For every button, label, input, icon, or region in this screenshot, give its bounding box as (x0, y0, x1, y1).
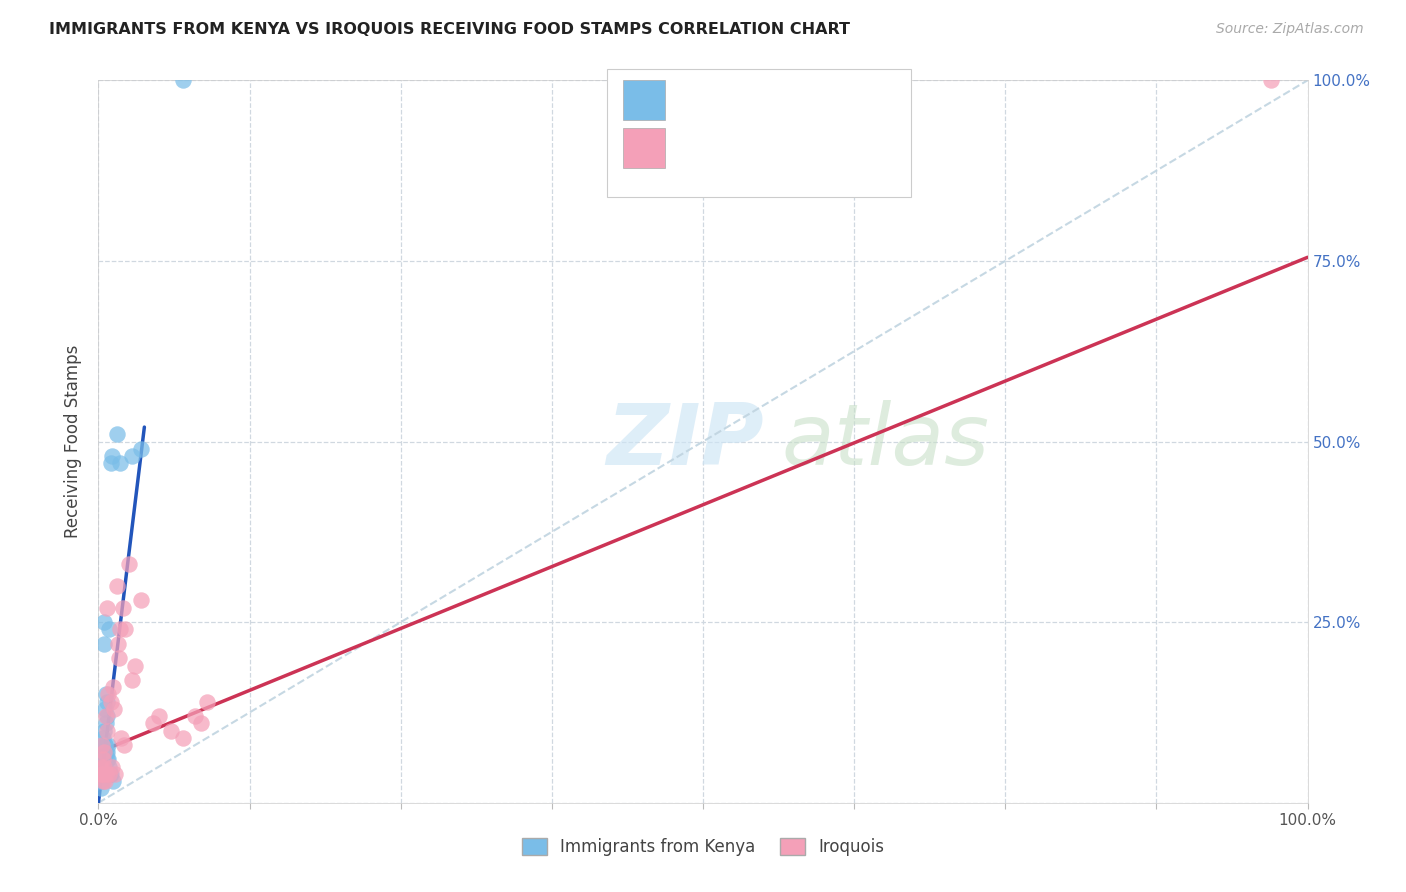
Point (89, 774, 111, 789)
Point (121, 673, 143, 687)
Point (1260, 73, 1282, 87)
Point (118, 558, 141, 572)
Point (91, 774, 114, 789)
Point (93, 745, 115, 759)
Point (91, 738, 114, 752)
Point (90, 752, 112, 766)
Point (93, 752, 115, 766)
Point (100, 456, 122, 470)
Point (184, 709, 207, 723)
Point (100, 695, 122, 709)
Point (96, 745, 118, 759)
Point (93, 738, 115, 752)
Point (91, 738, 114, 752)
Point (91, 731, 114, 745)
Point (94, 774, 117, 789)
Point (94, 709, 117, 723)
Point (160, 723, 183, 738)
Point (93, 637, 115, 651)
Point (124, 658, 146, 673)
Point (93, 723, 115, 738)
Point (100, 760, 122, 774)
Text: IMMIGRANTS FROM KENYA VS IROQUOIS RECEIVING FOOD STAMPS CORRELATION CHART: IMMIGRANTS FROM KENYA VS IROQUOIS RECEIV… (49, 22, 851, 37)
Point (103, 702, 125, 716)
Point (114, 623, 136, 637)
Point (91, 767, 114, 781)
Point (90, 760, 112, 774)
Text: atlas: atlas (782, 400, 990, 483)
Point (110, 731, 132, 745)
Point (111, 600, 134, 615)
Point (90, 767, 112, 781)
Point (172, 731, 194, 745)
Point (112, 738, 135, 752)
Point (129, 442, 152, 456)
Point (91, 767, 114, 781)
Point (100, 449, 122, 463)
Point (105, 579, 128, 593)
Point (98, 767, 121, 781)
Point (91, 745, 114, 759)
Point (129, 593, 152, 607)
Point (93, 615, 115, 630)
Point (90, 760, 112, 774)
Point (93, 760, 115, 774)
Point (91, 767, 114, 781)
Point (96, 723, 118, 738)
Text: ZIP: ZIP (606, 400, 763, 483)
Text: Source: ZipAtlas.com: Source: ZipAtlas.com (1216, 22, 1364, 37)
Point (101, 774, 124, 789)
Point (96, 767, 118, 781)
Point (91, 752, 114, 766)
Point (195, 695, 218, 709)
Point (97, 687, 120, 701)
Point (142, 716, 165, 731)
Y-axis label: Receiving Food Stamps: Receiving Food Stamps (65, 345, 83, 538)
Legend: Immigrants from Kenya, Iroquois: Immigrants from Kenya, Iroquois (515, 831, 891, 863)
Text: R = 0.757   N = 41: R = 0.757 N = 41 (675, 139, 832, 157)
Point (148, 709, 170, 723)
Point (96, 695, 118, 709)
Point (105, 427, 128, 442)
Point (104, 767, 127, 781)
Point (101, 680, 124, 694)
Point (90, 774, 112, 789)
Point (108, 651, 131, 665)
Point (107, 637, 129, 651)
Text: R = 0.683   N = 39: R = 0.683 N = 39 (675, 91, 832, 109)
Point (121, 449, 143, 463)
Point (90, 767, 112, 781)
Point (96, 600, 118, 615)
Point (96, 752, 118, 766)
Point (190, 716, 212, 731)
Point (94, 702, 117, 716)
Point (90, 781, 112, 796)
Point (97, 752, 120, 766)
Point (94, 738, 117, 752)
Point (94, 745, 117, 759)
Point (98, 767, 121, 781)
Point (108, 456, 131, 470)
Point (94, 716, 117, 731)
Point (96, 709, 118, 723)
Point (108, 623, 131, 637)
Point (96, 687, 118, 701)
Point (100, 767, 122, 781)
Point (98, 623, 121, 637)
Point (90, 767, 112, 781)
Point (172, 73, 194, 87)
Point (97, 760, 120, 774)
Point (97, 738, 120, 752)
